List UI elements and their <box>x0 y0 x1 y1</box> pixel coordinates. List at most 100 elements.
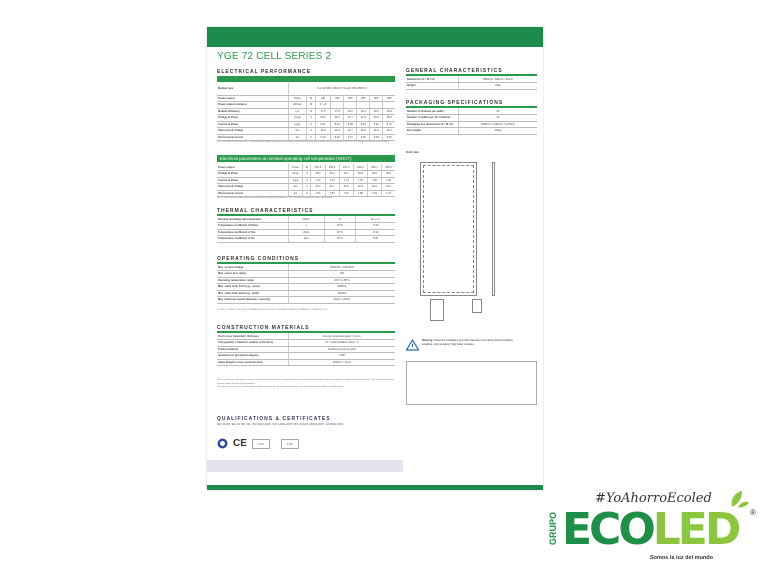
row-label: Junction box (protection degree) <box>217 352 289 360</box>
row-label: Max. static load, back (e.g., wind) <box>217 290 289 297</box>
cell-value: 42.7 <box>324 183 340 191</box>
brand-hashtag: #YoAhorroEcoled <box>595 491 712 506</box>
cell-value: 24 <box>457 114 537 122</box>
cell-value: 8.76 <box>382 121 395 128</box>
cell-value: 8.46 <box>356 121 370 128</box>
ce-mark-icon: CE <box>233 438 247 449</box>
cell-value <box>330 101 344 109</box>
noct-table: Power output Pmax W 251.6 255.6 247.3 262.6 259… <box>217 164 395 197</box>
packaging-table: Number of modules per pallet 26 Number of … <box>406 108 537 135</box>
footer-gray-bar <box>207 460 403 472</box>
cell-value: W <box>306 101 316 109</box>
row-label: Cable (length / cross-sectional area) <box>217 359 289 366</box>
table-row: Open-circuit voltage Voc V 46.0 45.9 45.7 45.6… <box>217 127 395 135</box>
cell-value: 259.7 <box>366 164 382 171</box>
cell-value: 72 / multicrystalline silicon / 5 <box>287 339 395 347</box>
cell-value: 45.7 <box>343 127 357 135</box>
table-row: Frame (material) anodized aluminum alloy <box>217 346 395 353</box>
cell-value: -0.39 <box>354 222 395 230</box>
operating-table: Max. system voltage 1000VDC / 1500VDC Max.… <box>217 264 395 304</box>
cell-value: 35.0 <box>310 170 325 178</box>
row-label: Open-circuit voltage <box>217 183 289 191</box>
cell-value: 2400Pa <box>287 290 395 297</box>
table-row: Current at Pmax Impp A 7.19 7.24 7.13 7.06 7.06… <box>217 177 395 184</box>
cell-value: 42.9 <box>310 183 325 191</box>
cell-value: %/°C <box>323 229 356 236</box>
operating-note: DO NOT CONNECT FUSE IN COMBINER BOX WITH… <box>217 309 327 311</box>
cell-value: ηm <box>287 108 307 115</box>
cell-value: V <box>302 170 311 178</box>
note-1: Due to continuous innovation, research a… <box>217 379 394 385</box>
cell-value: 42.9 <box>352 183 368 191</box>
construction-heading: CONSTRUCTION MATERIALS <box>217 325 310 331</box>
row-label: Current at Pmax <box>217 177 289 184</box>
cell-value: 36.8 <box>352 170 368 178</box>
cell-value: 7.02 <box>381 177 395 184</box>
note-2: The data do not refer to a single module… <box>217 386 344 388</box>
cell-value: 7.24 <box>324 177 340 184</box>
warning-text: Read the Installation and User Manual in… <box>422 339 514 346</box>
module-type-value: YLxxxP-35b (1000 V) YLxxxP-35b (1500 V) <box>287 83 395 96</box>
cell-value: 18.3 <box>356 108 370 115</box>
table-row: Voltage at Pmax Vmpp V 35.0 35.3 34.7 36.8 36.0… <box>217 170 395 178</box>
cell-value: βVoc <box>287 229 325 236</box>
cell-value: 9.35 <box>356 134 370 141</box>
cell-value: %/°C <box>323 235 356 243</box>
cell-value: 256.0 <box>381 164 395 171</box>
warning-notice: Warning : Read the Installation and User… <box>406 339 516 351</box>
table-row: Open-circuit voltage Voc V 42.9 42.7 42.5 42.9… <box>217 183 395 191</box>
general-table: Dimensions (L / W / H) 1960mm / 992mm / 4… <box>406 76 537 90</box>
qualifications-heading: QUALIFICATIONS & CERTIFICATES <box>217 416 331 422</box>
tuv-logo-icon-2: TÜV <box>280 438 299 449</box>
cell-value: 247.3 <box>338 164 354 171</box>
packaging-heading: PACKAGING SPECIFICATIONS <box>406 100 504 106</box>
cell-value: 251.6 <box>310 164 325 171</box>
cell-value <box>369 101 383 109</box>
cell-value: 7.13 <box>338 177 354 184</box>
cell-value: 18.8 <box>382 108 395 115</box>
table-row: Temperature coefficient of Voc βVoc %/°C -0… <box>217 229 395 236</box>
cell-value: % <box>306 108 316 115</box>
brand-wordmark: ECOLED <box>562 508 741 552</box>
electrical-heading: ELECTRICAL PERFORMANCE <box>217 69 312 75</box>
certificate-logos: CE TÜV TÜV <box>217 438 299 449</box>
cell-value: Impp <box>287 121 307 128</box>
cell-value: 7.60 <box>324 190 340 197</box>
table-row: Voltage at Pmax Vmpp V 38.3 38.1 37.7 37.5 36.9… <box>217 114 395 122</box>
row-label: Packaging box dimensions (L / W / H) <box>406 121 459 128</box>
table-row: Current at Pmax Impp A 8.91 8.93 8.99 8.46 8.42… <box>217 121 395 128</box>
cell-value: 9.37 <box>343 134 357 141</box>
cell-value <box>382 101 395 109</box>
cell-value: 38.3 <box>382 114 395 122</box>
cell-value: 9.25 <box>382 134 395 141</box>
cell-value: 38.1 <box>330 114 344 122</box>
table-row: Dimensions (L / W / H) 1960mm / 992mm / 4… <box>406 76 537 83</box>
cell-value: 8.93 <box>330 121 344 128</box>
row-label: Max. hailstone impact (diameter / veloci… <box>217 296 289 304</box>
cell-value: 1000VDC / 1500VDC <box>287 264 395 271</box>
cell-value: -0.30 <box>354 229 395 236</box>
unit-label: Unit: mm <box>406 150 419 154</box>
cell-value: 34.7 <box>338 170 354 178</box>
module-inner-drawing <box>423 165 474 293</box>
cell-value: A <box>306 121 316 128</box>
cell-value: Pmax <box>287 95 307 102</box>
cell-value: 35.3 <box>324 170 340 178</box>
brand-tagline: Somos la luz del mundo <box>650 555 713 561</box>
operating-heading: OPERATING CONDITIONS <box>217 256 300 262</box>
table-row: Max. static load, back (e.g., wind) 2400P… <box>217 290 395 297</box>
row-label: Temperature coefficient of Isc <box>217 235 289 243</box>
cell-value: 9.20 <box>314 134 331 141</box>
cell-value: γ <box>287 222 325 230</box>
cell-value: 1990mm / 1160mm / 1175mm <box>457 121 537 128</box>
cell-value: αIsc <box>287 235 325 243</box>
qualifications-text: IEC 61215, IEC 61730, CE, ISO 9001:2015,… <box>217 422 344 426</box>
cell-value: 7.47 <box>381 190 395 197</box>
cell-value: 7.57 <box>338 190 354 197</box>
cell-value: 42.2 <box>366 183 382 191</box>
row-label: Cell (quantity / material / number of bu… <box>217 339 289 347</box>
cell-value: 9.40 <box>330 134 344 141</box>
construction-rule <box>217 331 395 333</box>
cell-value: 8.91 <box>314 121 331 128</box>
cell-value: Isc <box>287 134 307 141</box>
